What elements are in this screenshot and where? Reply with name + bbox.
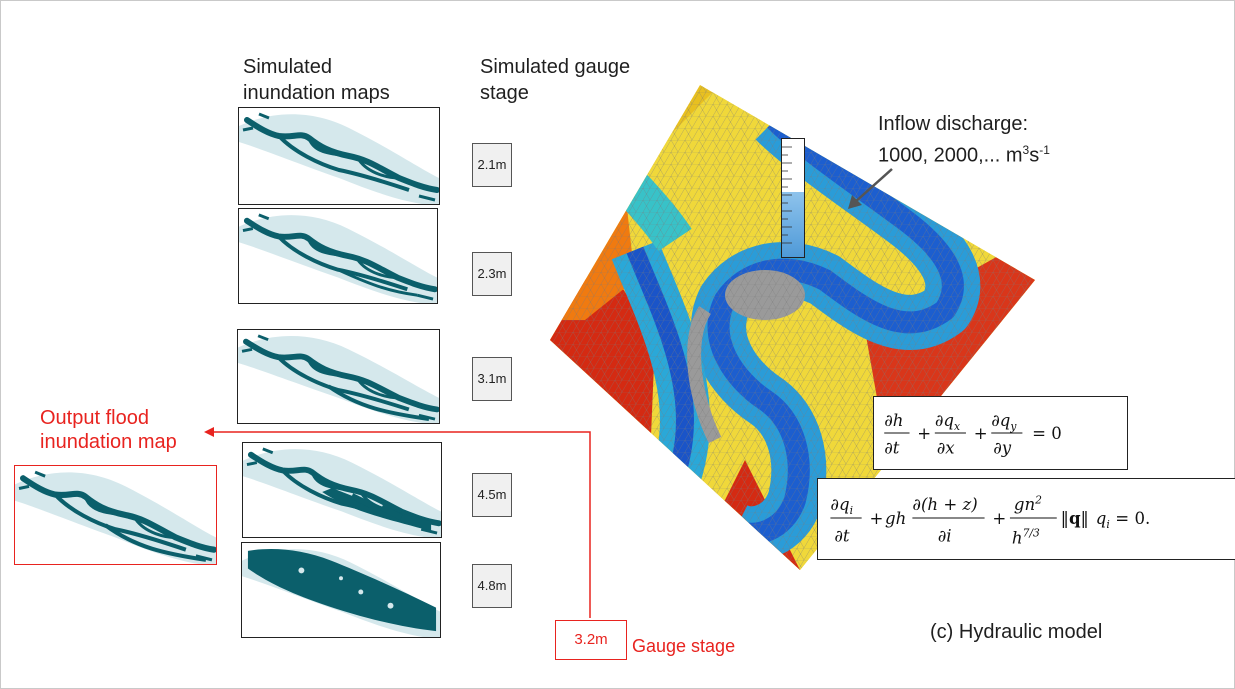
svg-text:+: + [869,509,883,528]
observed-gauge-box: 3.2m [555,620,627,660]
svg-text:‖q‖: ‖q‖ [1061,508,1089,528]
inflow-arrow [848,168,893,209]
momentum-equation: ∂qi ∂t + gh ∂(h + z) ∂i + gn2 h7/3 ‖q‖ qi =… [817,478,1235,560]
stage-box-1: 2.1m [472,143,512,187]
inundation-map-3 [237,329,440,424]
inundation-map-1 [238,107,440,205]
svg-text:h7/3: h7/3 [1012,527,1040,548]
svg-text:∂i: ∂i [938,526,952,545]
svg-text:∂x: ∂x [937,438,956,457]
svg-text:= 0.: = 0. [1115,509,1150,528]
stage-box-3: 3.1m [472,357,512,401]
gauge-header-line2: stage [480,82,529,104]
output-label-line1: Output flood [40,407,149,429]
svg-text:∂qi: ∂qi [830,495,853,517]
svg-text:+: + [917,424,931,443]
svg-text:= 0: = 0 [1032,424,1062,443]
svg-text:+: + [974,424,988,443]
output-inundation-map [14,465,217,565]
inundation-map-4 [242,442,442,538]
hydraulic-model-caption: (c) Hydraulic model [930,621,1103,643]
inundation-map-5 [241,542,441,638]
svg-text:∂t: ∂t [834,526,850,545]
stage-box-5: 4.8m [472,564,512,608]
stage-box-2: 2.3m [472,252,512,296]
stage-box-4: 4.5m [472,473,512,517]
maps-header-line1: Simulated [243,56,332,78]
svg-text:gn2: gn2 [1014,493,1042,514]
svg-text:∂h: ∂h [884,411,903,430]
svg-text:∂y: ∂y [993,438,1012,457]
gauge-header-line1: Simulated gauge [480,56,631,78]
inflow-label-line1: Inflow discharge: [878,113,1029,135]
svg-text:+: + [992,509,1006,528]
svg-text:qi: qi [1096,509,1110,531]
inundation-map-2 [238,208,438,304]
staff-gauge [781,138,805,258]
gauge-stage-label: Gauge stage [632,636,736,656]
svg-text:∂(h + z): ∂(h + z) [912,495,977,514]
output-label-line2: inundation map [40,431,177,453]
svg-text:∂qx: ∂qx [935,411,960,433]
svg-text:∂qy: ∂qy [991,411,1017,433]
svg-text:gh: gh [885,509,906,528]
inflow-label-line2: 1000, 2000,... m3s-1 [878,143,1050,167]
maps-header-line2: inundation maps [243,82,390,104]
svg-text:∂t: ∂t [884,438,900,457]
continuity-equation: ∂h ∂t + ∂qx ∂x + ∂qy ∂y = 0 [873,396,1128,470]
